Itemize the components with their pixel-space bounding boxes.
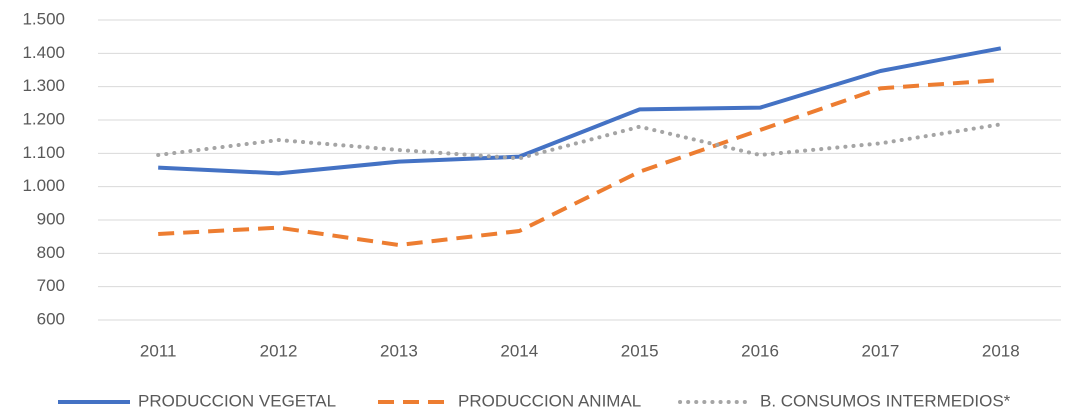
series-line xyxy=(158,78,1001,247)
x-tick-label: 2013 xyxy=(380,341,418,360)
y-tick-label: 1.300 xyxy=(22,76,65,95)
x-tick-label: 2014 xyxy=(500,341,538,360)
legend-label: PRODUCCION VEGETAL xyxy=(138,391,336,410)
y-tick-label: 1.500 xyxy=(22,9,65,28)
x-tick-label: 2012 xyxy=(260,341,298,360)
x-tick-label: 2015 xyxy=(621,341,659,360)
y-tick-label: 1.400 xyxy=(22,43,65,62)
series-line xyxy=(158,46,1002,176)
legend-label: B. CONSUMOS INTERMEDIOS* xyxy=(760,391,1011,410)
series-line xyxy=(156,122,1003,161)
y-tick-label: 1.100 xyxy=(22,143,65,162)
y-tick-label: 1.000 xyxy=(22,176,65,195)
y-tick-label: 800 xyxy=(37,243,65,262)
x-tick-label: 2018 xyxy=(982,341,1020,360)
y-tick-label: 700 xyxy=(37,276,65,295)
x-tick-label: 2011 xyxy=(140,341,177,360)
y-tick-label: 600 xyxy=(37,309,65,328)
legend-label: PRODUCCION ANIMAL xyxy=(458,391,641,410)
y-tick-label: 900 xyxy=(37,209,65,228)
x-tick-label: 2016 xyxy=(741,341,779,360)
y-tick-label: 1.200 xyxy=(22,109,65,128)
x-tick-label: 2017 xyxy=(862,341,900,360)
